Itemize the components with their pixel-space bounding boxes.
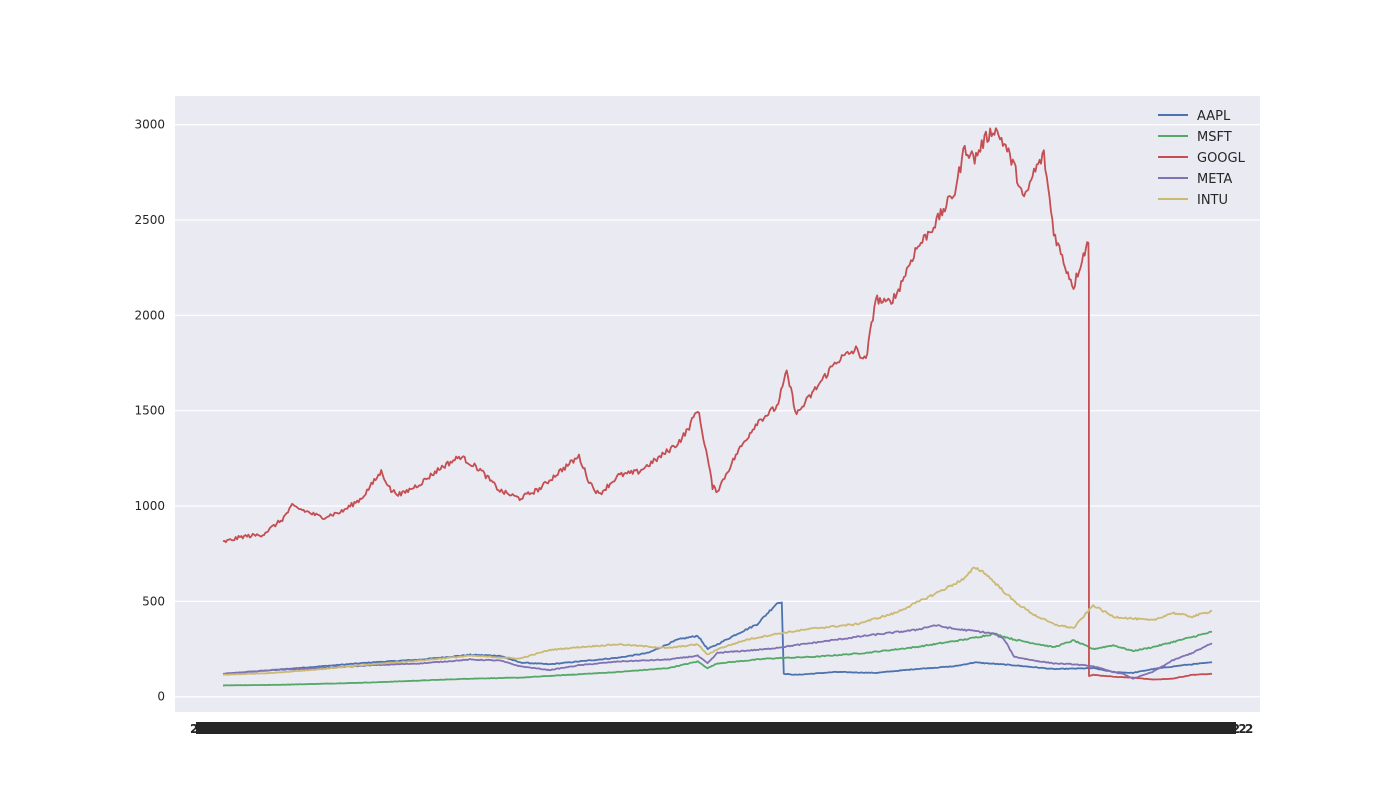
series-lines <box>222 127 1213 687</box>
plot-background <box>175 96 1260 712</box>
x-tick-label: 2 <box>1245 722 1253 736</box>
x-tick-label: 2 <box>190 722 198 736</box>
y-tick-label: 1500 <box>134 404 165 418</box>
x-tick-label: 2 <box>1238 722 1246 736</box>
y-tick-label: 2000 <box>134 308 165 322</box>
series-line-msft <box>223 630 1213 687</box>
legend-label-meta: META <box>1197 172 1232 187</box>
y-tick-label: 1000 <box>134 499 165 513</box>
legend: AAPL MSFT GOOGL META INTU <box>1158 109 1246 208</box>
legend-label-msft: MSFT <box>1197 130 1232 145</box>
x-tick-label-overlap <box>196 722 1236 734</box>
legend-label-intu: INTU <box>1197 193 1228 208</box>
legend-label-aapl: AAPL <box>1197 109 1231 124</box>
y-tick-labels: 0 500 1000 1500 2000 2500 3000 <box>134 118 165 704</box>
y-tick-label: 2500 <box>134 213 165 227</box>
series-line-aapl <box>222 601 1213 676</box>
x-tick-labels: 2222222222222222222222222222222222222222… <box>190 722 1253 736</box>
y-tick-label: 500 <box>142 594 165 608</box>
gridlines <box>175 124 1260 698</box>
y-tick-label: 3000 <box>134 118 165 132</box>
series-line-meta <box>222 624 1213 680</box>
series-line-googl <box>222 127 1213 681</box>
series-line-intu <box>222 566 1213 676</box>
legend-label-googl: GOOGL <box>1197 151 1246 166</box>
y-tick-label: 0 <box>157 690 165 704</box>
